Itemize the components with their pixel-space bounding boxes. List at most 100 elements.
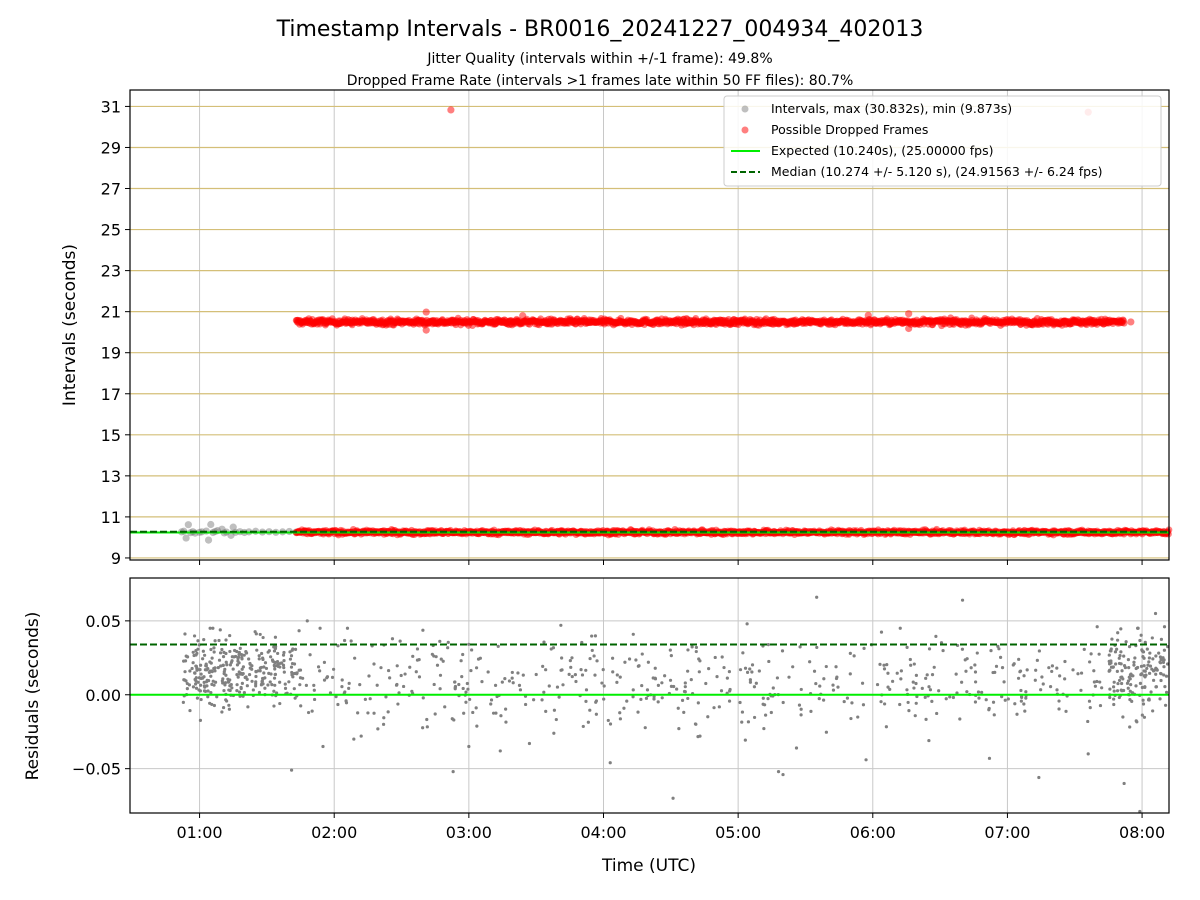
residual-point [725, 676, 729, 680]
residual-point [848, 672, 852, 676]
residual-point [230, 659, 234, 663]
residual-point [344, 699, 348, 703]
residual-point [973, 663, 977, 667]
residual-point [212, 646, 216, 650]
residual-point [212, 666, 216, 671]
residual-point [306, 710, 311, 715]
residual-point [1024, 696, 1028, 700]
residual-point [276, 664, 280, 668]
residual-point [1127, 675, 1131, 679]
residual-point [1039, 688, 1043, 692]
residual-point [220, 647, 224, 652]
residual-point [532, 698, 536, 702]
residual-point [224, 660, 228, 664]
residual-point [888, 687, 892, 691]
residual-point [608, 722, 613, 726]
residual-point [438, 639, 442, 643]
residual-point [291, 647, 295, 651]
residual-point [199, 683, 203, 687]
residual-point [408, 665, 412, 669]
residual-point [493, 683, 498, 687]
residual-point [623, 660, 627, 664]
residual-point [1079, 671, 1084, 675]
legend-median-label: Median (10.274 +/- 5.120 s), (24.91563 +… [771, 164, 1102, 179]
residual-point [242, 653, 246, 657]
residual-point [914, 681, 918, 686]
residual-point [489, 702, 493, 706]
residual-point [236, 655, 241, 659]
residual-point [822, 698, 826, 702]
residual-point [248, 662, 252, 666]
residual-point [1127, 665, 1131, 670]
residual-point [283, 682, 287, 686]
residual-point [1063, 659, 1067, 664]
residual-point [221, 655, 226, 659]
residual-point [1145, 647, 1149, 651]
residual-point [987, 756, 992, 760]
residual-point [273, 667, 277, 671]
residual-point [466, 687, 470, 691]
interval-point [207, 520, 215, 529]
residual-point [1022, 702, 1026, 706]
residual-point [1125, 681, 1130, 685]
residual-point [822, 677, 826, 681]
residual-point [1159, 678, 1163, 683]
residual-point [1076, 672, 1080, 676]
residual-point [235, 663, 240, 667]
residual-point [618, 675, 622, 679]
residual-point [588, 708, 592, 712]
residual-point [254, 682, 258, 686]
residual-point [615, 673, 619, 677]
residual-point [741, 651, 745, 655]
residual-point [199, 697, 203, 702]
residual-point [683, 690, 687, 694]
residual-point [278, 701, 282, 706]
residual-point [552, 708, 557, 712]
residual-point [1025, 668, 1029, 672]
residual-point [631, 688, 635, 692]
residual-point [748, 680, 753, 684]
residual-point [494, 711, 498, 715]
residual-point [1128, 698, 1132, 702]
residual-point [213, 669, 217, 673]
residual-point [568, 659, 572, 663]
residual-point [244, 651, 249, 655]
residual-point [1153, 611, 1158, 616]
residual-point [222, 650, 226, 654]
residual-point [239, 653, 244, 657]
residual-point [220, 710, 224, 714]
residual-point [763, 713, 768, 717]
residual-point [461, 686, 465, 691]
residual-point [799, 687, 803, 692]
residual-point [1139, 664, 1144, 668]
residual-point [451, 770, 455, 774]
residual-point [602, 697, 606, 701]
residual-point [698, 734, 702, 738]
residual-point [1119, 675, 1123, 679]
residual-point [352, 737, 356, 741]
residual-point [238, 646, 242, 650]
residual-point [913, 714, 917, 718]
residual-point [480, 680, 484, 684]
residual-point [198, 718, 203, 723]
residual-point [998, 655, 1003, 659]
residual-point [713, 655, 717, 660]
residual-point [925, 673, 929, 677]
residual-point [384, 695, 388, 699]
residual-point [288, 657, 293, 661]
residual-point [704, 681, 708, 686]
residual-point [293, 696, 297, 700]
residual-point [263, 661, 268, 665]
residual-point [1109, 647, 1113, 651]
residual-point [209, 647, 213, 652]
residual-point [781, 700, 785, 705]
residual-point [1092, 680, 1096, 684]
residual-point [231, 667, 235, 671]
residual-point [594, 712, 598, 716]
residual-point [1019, 688, 1023, 693]
residual-point [215, 695, 219, 699]
residual-point [223, 683, 227, 687]
residual-point [421, 696, 425, 700]
residual-point [618, 711, 622, 715]
residual-point [312, 683, 316, 687]
